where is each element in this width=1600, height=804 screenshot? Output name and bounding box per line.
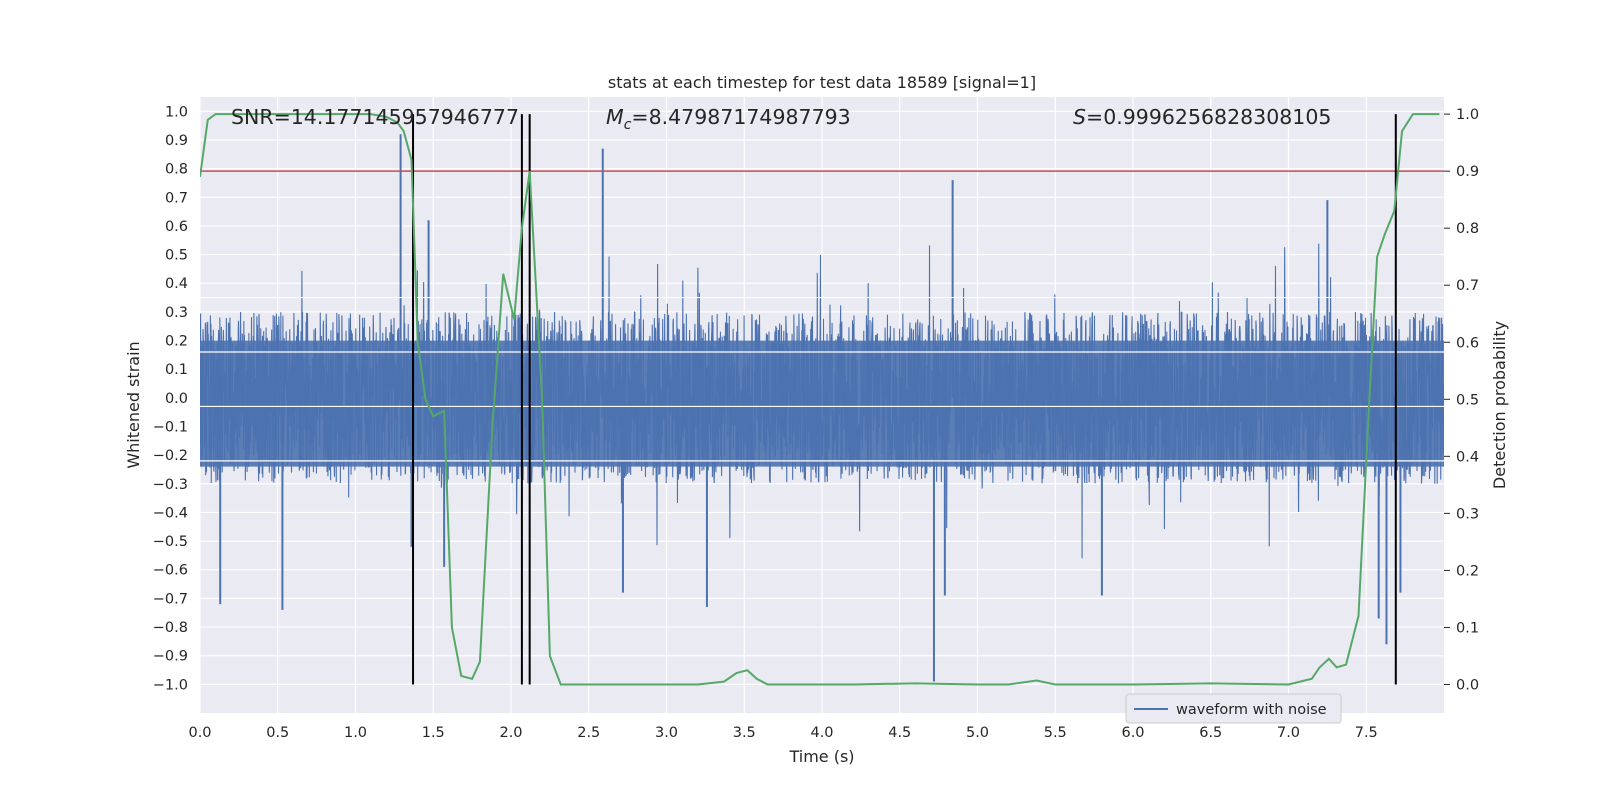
x-tick-label: 7.5 [1355,725,1378,741]
mc-value: =8.47987174987793 [631,105,850,129]
x-tick-label: 1.0 [344,725,367,741]
x-tick-label: 3.0 [655,725,678,741]
y-left-axis-ticks: 1.0 0.9 0.8 0.7 0.6 0.5 0.4 0.3 0.2 0.1 0.0 −0.1 −0.… [153,104,188,693]
x-tick-label: 4.0 [810,725,833,741]
y-right-tick-label: 1.0 [1456,107,1479,123]
x-tick-label: 5.5 [1044,725,1067,741]
chart-title: stats at each timestep for test data 185… [608,73,1036,92]
x-tick-label: 5.0 [966,725,989,741]
y-right-tick-label: 0.9 [1456,164,1479,180]
y-right-tick-label: 0.6 [1456,335,1479,351]
y-left-tick-label: 0.3 [165,305,188,321]
y-right-tick-label: 0.1 [1456,620,1479,636]
x-tick-label: 2.5 [577,725,600,741]
x-tick-label: 0.5 [266,725,289,741]
y-right-tick-label: 0.8 [1456,221,1479,237]
mc-symbol: M [606,105,624,129]
x-tick-label: 0.0 [188,725,211,741]
y-right-tick-label: 0.3 [1456,506,1479,522]
chirp-mass-annotation: Mc=8.47987174987793 [606,105,851,133]
y-left-tick-label: −0.3 [153,477,188,493]
y-left-tick-label: 0.6 [165,219,188,235]
legend-box [1125,693,1342,724]
y-right-tick-label: 0.7 [1456,278,1479,294]
x-tick-label: 6.5 [1199,725,1222,741]
y-right-tick-label: 0.2 [1456,563,1479,579]
y-right-tick-label: 0.5 [1456,392,1479,408]
y-left-tick-label: 0.0 [165,391,188,407]
y-left-axis-label: Whitened strain [124,341,143,468]
x-tick-label: 2.0 [499,725,522,741]
y-left-tick-label: 0.5 [165,248,188,264]
x-tick-label: 1.5 [422,725,445,741]
y-left-tick-label: 0.9 [165,133,188,149]
legend-label-noise: waveform with noise [1176,702,1327,718]
y-left-tick-label: −0.5 [153,534,188,550]
y-right-tick-label: 0.4 [1456,449,1479,465]
significance-annotation: S=0.9996256828308105 [1073,105,1331,129]
mc-subscript: c [624,117,632,133]
y-left-tick-label: 0.1 [165,362,188,378]
y-left-tick-label: −0.7 [153,591,188,607]
probability-line [200,113,1440,686]
overlay-series [200,113,1444,686]
y-left-tick-label: −0.1 [153,419,188,435]
y-right-axis-label: Detection probability [1490,321,1509,489]
x-tick-label: 3.5 [733,725,756,741]
y-left-tick-label: −0.4 [153,505,188,521]
noise-core-band [200,340,1444,467]
y-left-tick-label: −0.6 [153,563,188,579]
y-left-tick-label: −0.9 [153,649,188,665]
y-left-tick-label: 0.2 [165,334,188,350]
x-tick-label: 6.0 [1121,725,1144,741]
y-right-axis-ticks: 1.0 0.9 0.8 0.7 0.6 0.5 0.4 0.3 0.2 0.1 0.0 [1444,107,1479,693]
y-left-tick-label: 0.8 [165,162,188,178]
y-left-tick-label: −0.8 [153,620,188,636]
s-value: =0.9996256828308105 [1086,105,1331,129]
snr-annotation: SNR=14.177145957946777 [231,105,519,129]
y-left-tick-label: −1.0 [153,677,188,693]
legend: waveform with noise [1125,693,1342,724]
y-left-tick-label: 0.4 [165,276,188,292]
noise-series [200,134,1444,682]
x-tick-label: 7.0 [1277,725,1300,741]
y-left-tick-label: −0.2 [153,448,188,464]
y-left-tick-label: 1.0 [165,104,188,120]
x-axis-label: Time (s) [788,747,854,766]
x-tick-label: 4.5 [888,725,911,741]
y-left-tick-label: 0.7 [165,190,188,206]
s-symbol: S [1073,105,1086,129]
x-axis-ticks: 0.0 0.5 1.0 1.5 2.0 2.5 3.0 3.5 4.0 4.5 5.0 5.5 6.0 6… [188,725,1377,741]
y-right-tick-label: 0.0 [1456,677,1479,693]
